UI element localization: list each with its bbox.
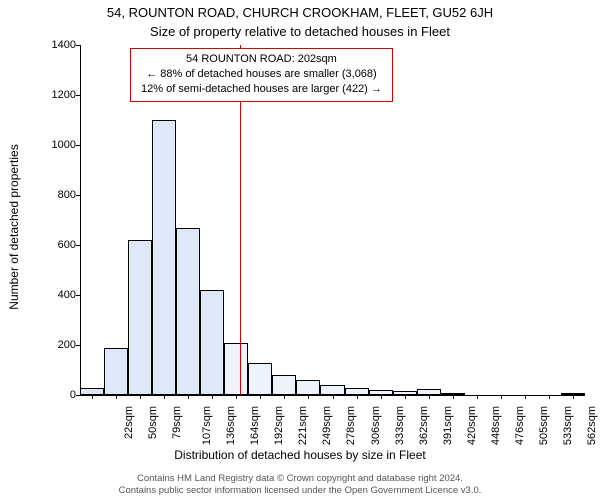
x-tick-label: 249sqm: [322, 406, 334, 445]
footer-attribution: Contains HM Land Registry data © Crown c…: [0, 473, 600, 497]
y-tick-mark: [76, 95, 80, 96]
x-tick-label: 79sqm: [171, 406, 183, 439]
x-tick-label: 22sqm: [123, 406, 135, 439]
x-tick-label: 192sqm: [273, 406, 285, 445]
x-tick-label: 362sqm: [418, 406, 430, 445]
histogram-bar: [320, 385, 344, 395]
y-tick-mark: [76, 295, 80, 296]
x-tick-label: 278sqm: [346, 406, 358, 445]
footer-line-1: Contains HM Land Registry data © Crown c…: [0, 473, 600, 485]
y-axis-line: [80, 45, 81, 395]
histogram-bar: [296, 380, 320, 395]
histogram-bar: [128, 240, 152, 395]
histogram-bar: [224, 343, 248, 396]
x-tick-label: 476sqm: [514, 406, 526, 445]
y-tick-label: 1000: [40, 139, 76, 151]
x-tick-mark: [501, 395, 502, 399]
y-tick-label: 1400: [40, 39, 76, 51]
histogram-bar: [80, 388, 104, 396]
y-tick-label: 600: [40, 239, 76, 251]
x-tick-mark: [573, 395, 574, 399]
histogram-bar: [152, 120, 176, 395]
histogram-bar: [176, 228, 200, 396]
x-tick-mark: [212, 395, 213, 399]
x-tick-mark: [477, 395, 478, 399]
y-tick-label: 1200: [40, 89, 76, 101]
footer-line-2: Contains public sector information licen…: [0, 485, 600, 497]
x-tick-mark: [357, 395, 358, 399]
callout-line-3: 12% of semi-detached houses are larger (…: [141, 82, 382, 97]
x-tick-label: 533sqm: [562, 406, 574, 445]
x-tick-mark: [333, 395, 334, 399]
x-tick-label: 221sqm: [297, 406, 309, 445]
x-tick-mark: [260, 395, 261, 399]
x-tick-mark: [164, 395, 165, 399]
x-tick-label: 420sqm: [466, 406, 478, 445]
callout-line-1: 54 ROUNTON ROAD: 202sqm: [141, 52, 382, 67]
histogram-bar: [104, 348, 128, 396]
x-tick-mark: [405, 395, 406, 399]
x-tick-mark: [188, 395, 189, 399]
histogram-bar: [345, 388, 369, 396]
x-tick-label: 391sqm: [442, 406, 454, 445]
x-tick-mark: [284, 395, 285, 399]
x-tick-label: 50sqm: [147, 406, 159, 439]
x-tick-mark: [308, 395, 309, 399]
x-tick-label: 136sqm: [225, 406, 237, 445]
x-tick-label: 448sqm: [490, 406, 502, 445]
callout-line-2: ← 88% of detached houses are smaller (3,…: [141, 67, 382, 82]
y-tick-mark: [76, 395, 80, 396]
x-tick-label: 333sqm: [394, 406, 406, 445]
y-tick-label: 200: [40, 339, 76, 351]
x-tick-mark: [549, 395, 550, 399]
chart-container: 54, ROUNTON ROAD, CHURCH CROOKHAM, FLEET…: [0, 0, 600, 500]
chart-title-main: 54, ROUNTON ROAD, CHURCH CROOKHAM, FLEET…: [0, 5, 600, 20]
x-tick-mark: [381, 395, 382, 399]
histogram-bar: [200, 290, 224, 395]
x-tick-mark: [525, 395, 526, 399]
x-tick-label: 164sqm: [249, 406, 261, 445]
y-tick-label: 400: [40, 289, 76, 301]
x-tick-label: 107sqm: [201, 406, 213, 445]
y-tick-mark: [76, 195, 80, 196]
y-tick-mark: [76, 145, 80, 146]
histogram-bar: [248, 363, 272, 396]
x-tick-mark: [429, 395, 430, 399]
y-tick-mark: [76, 345, 80, 346]
x-tick-label: 505sqm: [538, 406, 550, 445]
histogram-bar: [272, 375, 296, 395]
x-tick-mark: [453, 395, 454, 399]
x-tick-mark: [116, 395, 117, 399]
y-tick-mark: [76, 245, 80, 246]
x-axis-label: Distribution of detached houses by size …: [0, 448, 600, 462]
x-tick-label: 306sqm: [370, 406, 382, 445]
y-tick-mark: [76, 45, 80, 46]
x-tick-label: 562sqm: [586, 406, 598, 445]
x-tick-mark: [236, 395, 237, 399]
y-tick-label: 0: [40, 389, 76, 401]
x-tick-mark: [140, 395, 141, 399]
x-tick-mark: [92, 395, 93, 399]
chart-title-sub: Size of property relative to detached ho…: [0, 24, 600, 39]
callout-box: 54 ROUNTON ROAD: 202sqm ← 88% of detache…: [130, 48, 393, 102]
y-tick-label: 800: [40, 189, 76, 201]
